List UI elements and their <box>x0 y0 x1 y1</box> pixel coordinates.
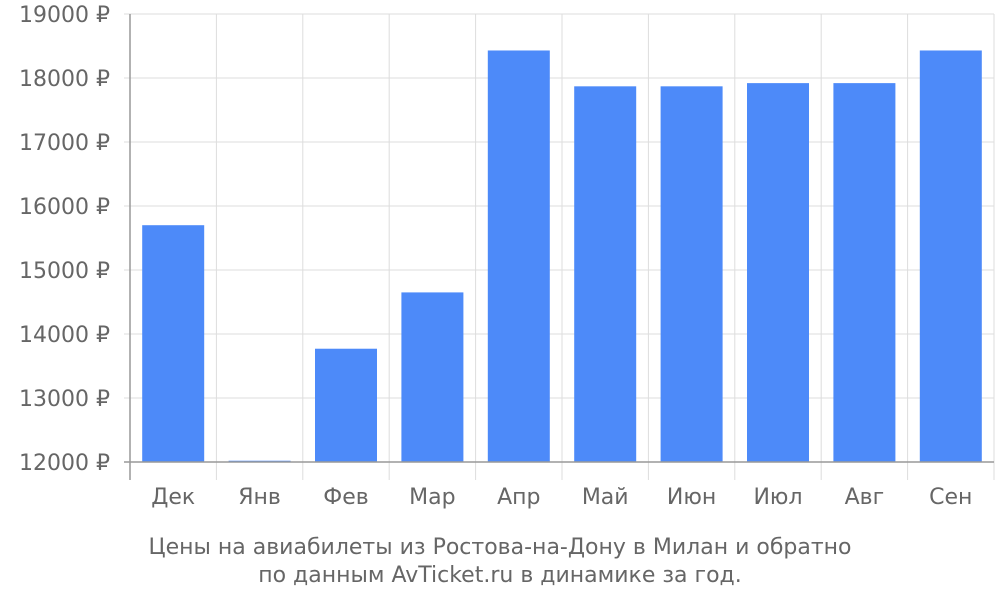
x-tick-label: Сен <box>929 485 972 510</box>
x-tick-label: Июн <box>667 485 716 510</box>
y-tick-label: 15000 ₽ <box>19 259 110 284</box>
bar-Мар <box>401 292 464 462</box>
y-tick-label: 13000 ₽ <box>19 387 110 412</box>
bar-Май <box>574 86 637 462</box>
x-tick-label: Янв <box>238 485 281 510</box>
bar-Апр <box>487 50 550 462</box>
chart-caption-line-1: Цены на авиабилеты из Ростова-на-Дону в … <box>148 535 852 560</box>
bar-Дек <box>142 225 205 462</box>
y-tick-label: 14000 ₽ <box>19 323 110 348</box>
labels-layer: 12000 ₽ 13000 ₽ 14000 ₽ 15000 ₽ 16000 ₽ 17000… <box>19 3 972 510</box>
axis-layer <box>124 14 994 480</box>
x-tick-label: Дек <box>151 485 195 510</box>
bars-layer <box>142 50 982 463</box>
x-tick-label: Апр <box>497 485 540 510</box>
bar-Фев <box>315 348 377 462</box>
bar-chart: 12000 ₽ 13000 ₽ 14000 ₽ 15000 ₽ 16000 ₽ 17000… <box>19 3 995 510</box>
y-tick-label: 18000 ₽ <box>19 67 110 92</box>
bar-Июн <box>660 86 723 462</box>
bar-Авг <box>833 83 896 463</box>
bar-Сен <box>919 50 982 462</box>
grid-layer <box>124 13 995 480</box>
y-tick-label: 19000 ₽ <box>19 3 110 28</box>
x-tick-label: Май <box>582 485 629 510</box>
x-tick-label: Мар <box>409 485 455 510</box>
y-tick-label: 16000 ₽ <box>19 195 110 220</box>
x-tick-label: Фев <box>323 485 368 510</box>
bar-Июл <box>747 83 809 463</box>
y-tick-label: 12000 ₽ <box>19 451 110 476</box>
x-tick-label: Авг <box>845 485 885 510</box>
x-tick-label: Июл <box>753 485 802 510</box>
y-tick-label: 17000 ₽ <box>19 131 110 156</box>
chart-caption-line-2: по данным AvTicket.ru в динамике за год. <box>258 563 742 588</box>
